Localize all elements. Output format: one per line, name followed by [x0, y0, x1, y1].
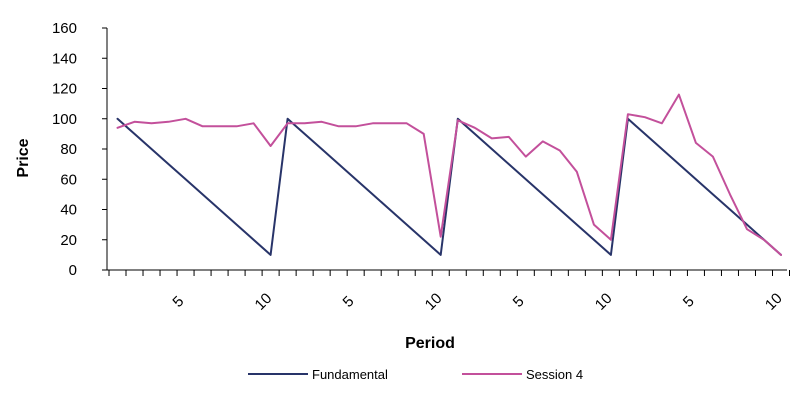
- series-lines: [116, 93, 782, 256]
- x-axis: 5 10 5 10 5 10 5 10: [107, 269, 791, 314]
- y-tick-label: 120: [52, 81, 77, 98]
- x-tick-label: 5: [680, 293, 698, 311]
- x-tick-label: 5: [510, 293, 528, 311]
- x-tick-label: 10: [762, 290, 786, 314]
- y-tick-label: 0: [69, 262, 77, 279]
- y-tick-label: 140: [52, 50, 77, 67]
- y-tick-label: 20: [60, 232, 77, 249]
- y-axis: 0 20 40 60 80 100 120 140 160: [52, 20, 108, 279]
- y-tick-label: 100: [52, 111, 77, 128]
- x-tick-label: 10: [252, 290, 276, 314]
- x-tick-label: 5: [169, 293, 187, 311]
- series-line-session-4: [116, 93, 782, 256]
- legend-label: Session 4: [526, 367, 583, 382]
- y-tick-label: 60: [60, 171, 77, 188]
- x-tick-label: 5: [340, 293, 358, 311]
- x-tick-label: 10: [422, 290, 446, 314]
- y-tick-label: 160: [52, 20, 77, 37]
- legend: Fundamental Session 4: [248, 367, 583, 382]
- x-tick-label: 10: [592, 290, 616, 314]
- x-axis-title: Period: [405, 335, 455, 352]
- legend-label: Fundamental: [312, 367, 388, 382]
- y-tick-label: 80: [60, 141, 77, 158]
- series-line-fundamental: [116, 117, 782, 256]
- y-axis-title: Price: [15, 138, 32, 177]
- y-tick-label: 40: [60, 202, 77, 219]
